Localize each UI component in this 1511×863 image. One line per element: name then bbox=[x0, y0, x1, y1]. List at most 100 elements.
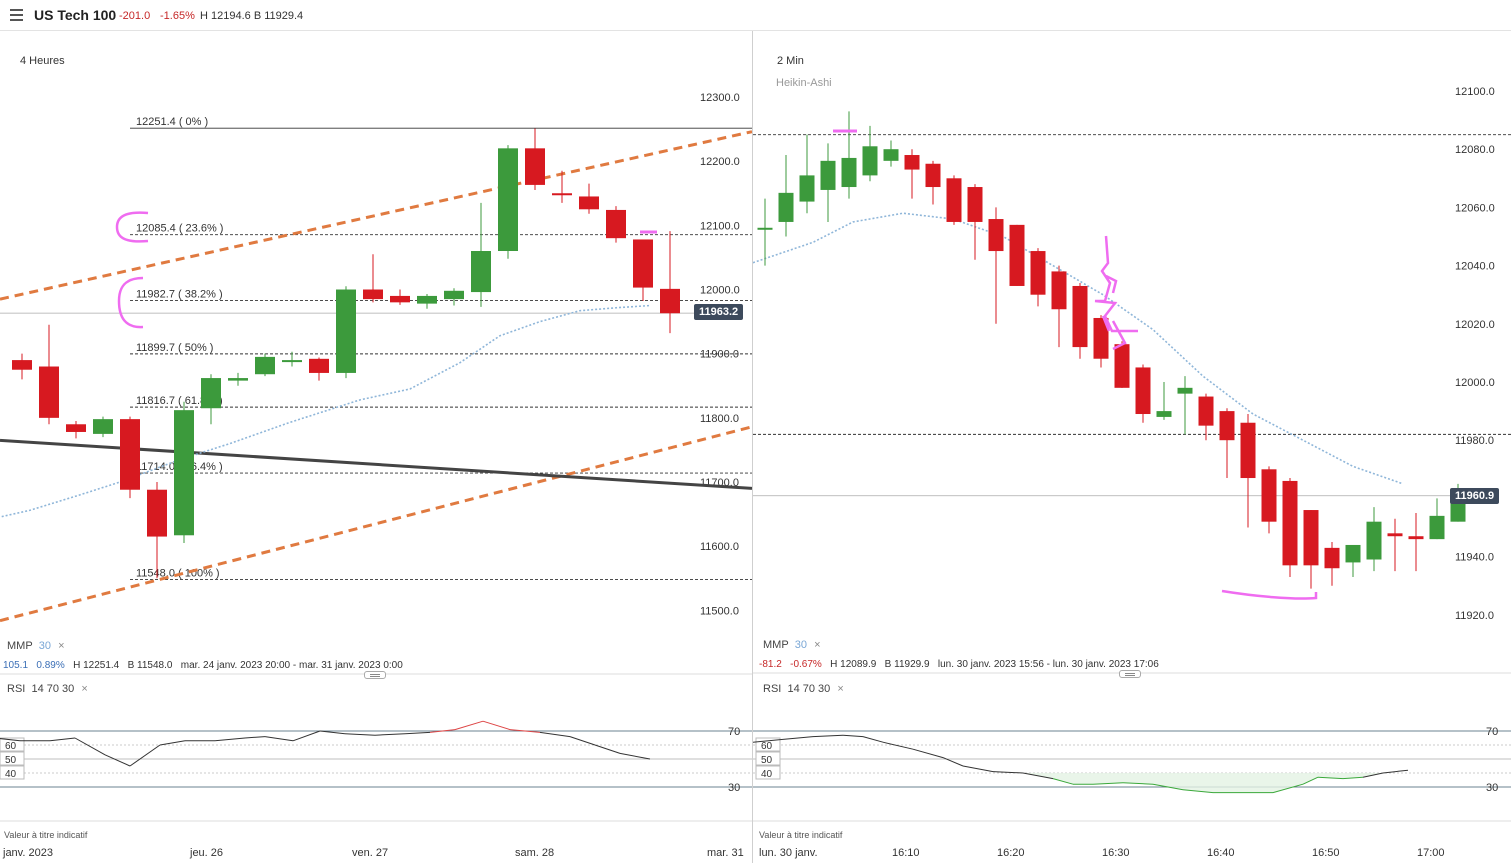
candle-body bbox=[988, 219, 1004, 252]
candle-body bbox=[946, 178, 962, 222]
time-axis-label: sam. 28 bbox=[515, 847, 554, 859]
candle-body bbox=[228, 378, 248, 381]
rsi-level-label: 30 bbox=[1486, 782, 1498, 794]
candle-body bbox=[606, 209, 626, 239]
candle-body bbox=[525, 148, 545, 185]
right-chart-panel: 2 Min Heikin-Ashi 12100.0 12080.0 12060.0 1… bbox=[753, 31, 1511, 863]
candle-body bbox=[417, 295, 437, 304]
range-high: H 12089.9 bbox=[830, 659, 877, 670]
remove-rsi-icon[interactable]: × bbox=[837, 683, 844, 695]
price-tick-label: 11900.0 bbox=[700, 349, 739, 361]
rsi-level-label: 40 bbox=[761, 769, 773, 780]
price-tick-label: 12100.0 bbox=[1455, 86, 1495, 98]
rsi-level-label: 40 bbox=[5, 769, 17, 780]
range-change: -81.2 bbox=[759, 659, 782, 670]
candle-body bbox=[1177, 387, 1193, 394]
candle-body bbox=[93, 419, 113, 434]
time-axis-label: jeu. 26 bbox=[189, 847, 223, 859]
remove-mmp-icon[interactable]: × bbox=[58, 640, 65, 652]
time-axis-label: mar. 31 bbox=[707, 847, 744, 859]
rsi-line-segment bbox=[594, 744, 621, 754]
rsi-line-segment bbox=[1092, 782, 1124, 785]
panel-divider[interactable] bbox=[752, 31, 753, 863]
range-dates: mar. 24 janv. 2023 20:00 - mar. 31 janv.… bbox=[180, 660, 403, 671]
candle-body bbox=[1387, 533, 1403, 537]
fib-level-label: 11899.7 ( 50% ) bbox=[136, 342, 213, 354]
candle-body bbox=[841, 157, 857, 188]
candle-body bbox=[925, 163, 941, 188]
fib-level-label: 12251.4 ( 0% ) bbox=[136, 116, 208, 128]
rsi-line-segment bbox=[1122, 782, 1154, 785]
fib-level-label: 11816.7 ( 61.8% ) bbox=[136, 395, 223, 407]
candle-body bbox=[1282, 480, 1298, 566]
rsi-line-segment bbox=[1382, 769, 1409, 774]
candle-body bbox=[633, 239, 653, 288]
candle-body bbox=[1429, 515, 1445, 540]
price-tick-label: 11980.0 bbox=[1455, 435, 1494, 447]
candle-body bbox=[1135, 367, 1151, 415]
candle-body bbox=[1261, 469, 1277, 522]
time-axis-label: 16:20 bbox=[997, 847, 1025, 859]
candle-body bbox=[799, 175, 815, 202]
rsi-line-segment bbox=[1362, 772, 1384, 778]
rsi-level-label: 70 bbox=[728, 726, 740, 738]
rsi-line-segment bbox=[862, 736, 884, 743]
candle-body bbox=[390, 295, 410, 303]
rsi-name: RSI bbox=[763, 683, 782, 695]
hamburger-menu-icon[interactable] bbox=[10, 9, 23, 21]
right-chart-canvas[interactable]: 12100.0 12080.0 12060.0 12040.0 12020.0 12000… bbox=[753, 31, 1511, 863]
left-chart-canvas[interactable]: 12300.0 12200.0 12100.0 12000.0 11900.0 11800… bbox=[0, 31, 752, 863]
range-pct: 0.89% bbox=[36, 660, 65, 671]
candle-body bbox=[660, 288, 680, 314]
left-chart-panel: 4 Heures 12300.0 12200.0 12100.0 12000.0 119… bbox=[0, 31, 752, 863]
rsi-line-segment bbox=[264, 736, 294, 742]
rsi-line-segment bbox=[509, 729, 541, 733]
rsi-line-segment bbox=[159, 740, 186, 746]
rsi-line-segment bbox=[1182, 789, 1214, 794]
remove-mmp-icon[interactable]: × bbox=[814, 639, 821, 651]
rsi-line-segment bbox=[1152, 783, 1184, 791]
rsi-indicator-label: RSI 14 70 30 × bbox=[7, 683, 88, 695]
range-low: B 11929.9 bbox=[884, 659, 930, 670]
rsi-line-segment bbox=[782, 736, 814, 740]
rsi-line-segment bbox=[129, 744, 161, 767]
price-tick-label: 12060.0 bbox=[1455, 202, 1495, 214]
candle-body bbox=[147, 489, 167, 537]
range-pct: -0.67% bbox=[790, 659, 822, 670]
price-tick-label: 11600.0 bbox=[700, 541, 739, 553]
pane-resize-handle[interactable] bbox=[364, 671, 386, 679]
price-tick-label: 12100.0 bbox=[700, 220, 740, 232]
time-axis-label: lun. 30 janv. bbox=[759, 847, 818, 859]
candle-body bbox=[1009, 224, 1025, 286]
rsi-line-segment bbox=[912, 748, 944, 759]
rsi-line-segment bbox=[0, 738, 21, 742]
price-tick-label: 12200.0 bbox=[700, 156, 740, 168]
rsi-level-tag bbox=[0, 751, 25, 766]
instrument-title: US Tech 100 bbox=[34, 7, 117, 23]
rsi-line-segment bbox=[74, 737, 106, 756]
remove-rsi-icon[interactable]: × bbox=[81, 683, 88, 695]
range-dates: lun. 30 janv. 2023 15:56 - lun. 30 janv.… bbox=[937, 659, 1159, 670]
candle-body bbox=[498, 148, 518, 252]
candle-body bbox=[757, 227, 773, 230]
rsi-line-segment bbox=[1272, 783, 1304, 794]
candle-body bbox=[552, 193, 572, 196]
mmp-period: 30 bbox=[794, 639, 808, 651]
candle-body bbox=[120, 419, 140, 490]
moving-average-line bbox=[753, 212, 1404, 485]
candle-body bbox=[579, 196, 599, 210]
rsi-line-segment bbox=[539, 731, 571, 738]
rsi-level-label: 60 bbox=[761, 741, 773, 752]
price-tick-label: 12300.0 bbox=[700, 92, 740, 104]
mmp-name: MMP bbox=[763, 639, 789, 651]
rsi-line-segment bbox=[374, 733, 406, 736]
range-stats: 105.1 0.89% H 12251.4 B 11548.0 mar. 24 … bbox=[3, 660, 403, 671]
mmp-name: MMP bbox=[7, 640, 33, 652]
pane-resize-handle[interactable] bbox=[1119, 670, 1141, 678]
rsi-params: 14 70 30 bbox=[787, 683, 831, 695]
rsi-line-segment bbox=[292, 730, 321, 742]
rsi-line-segment bbox=[882, 741, 914, 750]
rsi-line-segment bbox=[569, 736, 596, 746]
rsi-level-tag bbox=[755, 751, 781, 766]
moving-average-line bbox=[0, 304, 651, 518]
